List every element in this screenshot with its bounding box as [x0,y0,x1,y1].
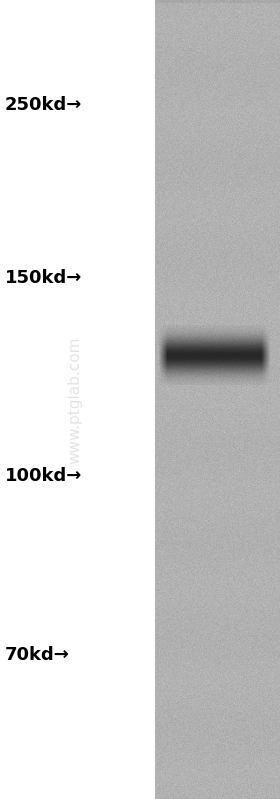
Text: 250kd→: 250kd→ [5,96,82,114]
Text: 100kd→: 100kd→ [5,467,82,485]
Text: www.ptglab.com: www.ptglab.com [67,336,83,463]
Text: 150kd→: 150kd→ [5,269,82,287]
Text: 70kd→: 70kd→ [5,646,70,664]
